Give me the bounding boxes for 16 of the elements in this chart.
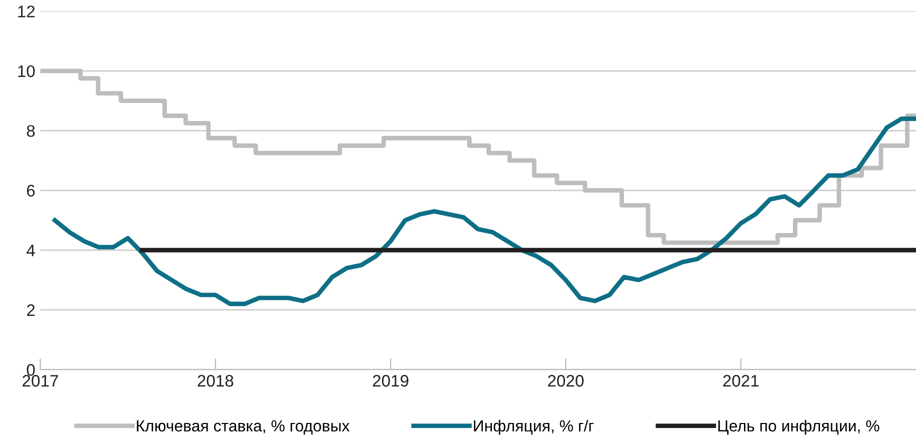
y-tick-label: 2 xyxy=(27,304,35,316)
legend-label: Инфляция, % г/г xyxy=(474,420,594,435)
y-tick-label: 6 xyxy=(27,184,35,197)
y-tick-label: 0 xyxy=(26,364,35,376)
legend-label: Цель по инфляции, % xyxy=(718,420,880,435)
y-tick-label: 8 xyxy=(26,125,35,137)
x-tick-label: 2019 xyxy=(372,374,408,387)
y-tick-label: 10 xyxy=(18,65,35,78)
legend-label: Ключевая ставка, % годовых xyxy=(136,420,350,435)
x-tick-label: 2017 xyxy=(22,374,58,387)
x-tick-label: 2018 xyxy=(198,374,234,387)
line-series xyxy=(52,116,916,306)
y-tick-label: 12 xyxy=(18,6,35,18)
x-tick-label: 2020 xyxy=(548,374,584,387)
x-tick-label: 2021 xyxy=(723,374,759,387)
y-tick-label: 4 xyxy=(26,244,35,256)
